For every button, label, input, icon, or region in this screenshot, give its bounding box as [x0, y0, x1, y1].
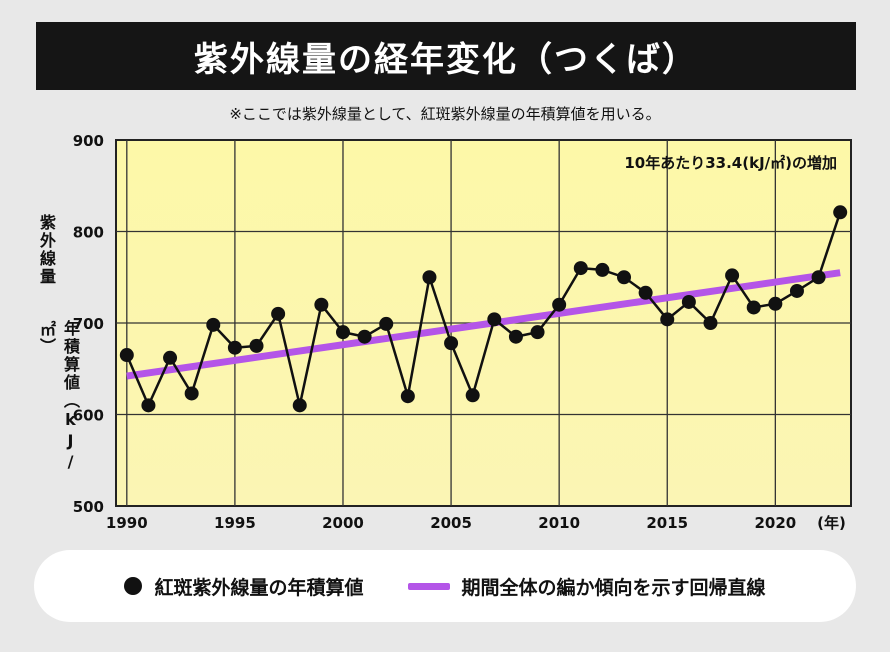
- y-tick-label: 800: [73, 224, 104, 242]
- data-point: [811, 270, 826, 285]
- x-tick-label: 2005: [430, 514, 472, 532]
- legend-dot-icon: [124, 577, 143, 595]
- legend-label-regression: 期間全体の編か傾向を示す回帰直線: [461, 576, 766, 599]
- chart-note: ※ここでは紫外線量として、紅斑紫外線量の年積算値を用いる。: [229, 105, 661, 123]
- data-point: [638, 285, 653, 300]
- data-point: [508, 329, 523, 344]
- data-point: [681, 294, 696, 309]
- x-tick-label: 2020: [754, 514, 796, 532]
- y-tick-label: 900: [73, 132, 104, 150]
- y-axis-title: 紫外線量 年積算値（kJ/㎡）: [30, 214, 80, 474]
- y-axis-title-line2: 年積算値（kJ/㎡）: [37, 320, 80, 473]
- data-point: [163, 350, 178, 365]
- data-point: [573, 261, 588, 276]
- data-point: [660, 312, 675, 327]
- data-point: [422, 270, 437, 285]
- data-point: [746, 300, 761, 315]
- data-point: [271, 306, 286, 321]
- y-tick-label: 700: [73, 315, 104, 333]
- x-tick-label: 1995: [214, 514, 256, 532]
- grid-lines: [116, 140, 851, 506]
- legend: 紅斑紫外線量の年積算値 期間全体の編か傾向を示す回帰直線: [34, 550, 856, 622]
- series-line: [125, 211, 842, 407]
- data-point: [833, 205, 848, 220]
- axis-ticks: 1990 1995 2000 2005 2010 2015 2020 500 600 700 800…: [73, 132, 797, 532]
- x-axis-unit: (年): [817, 514, 846, 532]
- data-point: [487, 312, 502, 327]
- data-point: [465, 388, 480, 403]
- data-point: [184, 386, 199, 401]
- x-tick-label: 2015: [646, 514, 688, 532]
- x-tick-label: 2010: [538, 514, 580, 532]
- data-point: [335, 325, 350, 340]
- data-point: [379, 316, 394, 331]
- line-chart: 1990 1995 2000 2005 2010 2015 2020 500 600 700 800…: [73, 132, 852, 532]
- data-marks: [119, 205, 848, 413]
- y-tick-label: 600: [73, 407, 104, 425]
- regression-line: [126, 269, 841, 380]
- data-point: [617, 270, 632, 285]
- data-point: [768, 296, 783, 311]
- data-point: [444, 336, 459, 351]
- data-point: [725, 268, 740, 283]
- data-point: [141, 398, 156, 413]
- legend-line-icon: [407, 582, 450, 590]
- y-tick-label: 500: [73, 498, 104, 516]
- chart-title: 紫外線量の経年変化（つくば）: [36, 22, 856, 90]
- data-point: [400, 389, 415, 404]
- data-point: [206, 317, 221, 332]
- legend-item-regression: 期間全体の編か傾向を示す回帰直線: [407, 573, 766, 600]
- x-tick-label: 2000: [322, 514, 364, 532]
- legend-item-observed: 紅斑紫外線量の年積算値: [124, 573, 364, 600]
- data-point: [249, 338, 264, 353]
- data-point: [789, 283, 804, 298]
- data-point: [314, 297, 329, 312]
- legend-label-observed: 紅斑紫外線量の年積算値: [154, 576, 364, 599]
- trend-annotation: 10年あたり33.4(kJ/㎡)の増加: [624, 154, 837, 172]
- data-point: [703, 316, 718, 330]
- data-point: [552, 297, 567, 312]
- data-point: [595, 262, 610, 277]
- data-point: [119, 348, 134, 363]
- data-point: [227, 340, 242, 355]
- y-axis-title-line1: 紫外線量: [37, 214, 56, 286]
- data-point: [530, 325, 545, 340]
- data-point: [357, 329, 372, 344]
- x-tick-label: 1990: [106, 514, 148, 532]
- data-point: [292, 398, 307, 413]
